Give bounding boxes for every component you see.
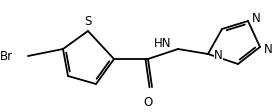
Text: Br: Br: [0, 50, 13, 63]
Text: HN: HN: [153, 37, 171, 50]
Text: N: N: [214, 49, 223, 62]
Text: N: N: [252, 11, 261, 24]
Text: N: N: [264, 43, 273, 56]
Text: O: O: [143, 95, 153, 108]
Text: S: S: [84, 15, 92, 28]
